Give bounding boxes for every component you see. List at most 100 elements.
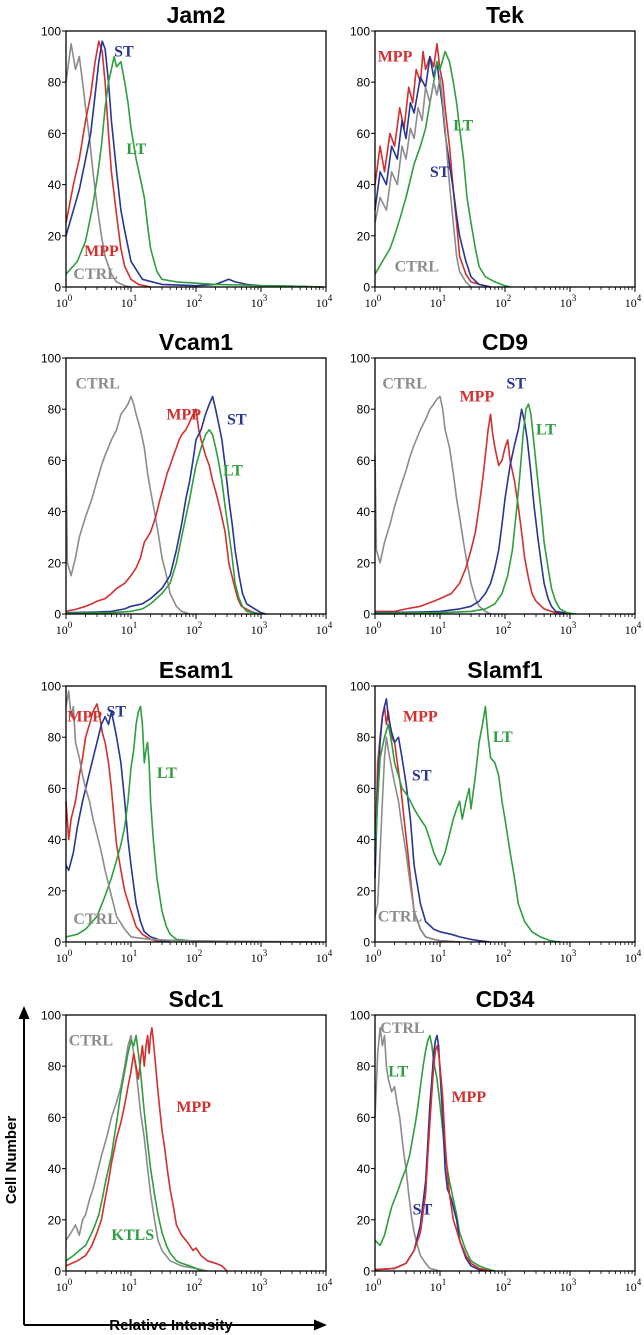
y-tick-label: 100 bbox=[350, 1009, 370, 1023]
y-tick-label: 0 bbox=[363, 281, 370, 295]
series-label-st: ST bbox=[107, 704, 127, 721]
x-tick-exponent: 1 bbox=[442, 620, 447, 630]
x-tick-exponent: 0 bbox=[68, 1277, 73, 1287]
series-line-ctrl bbox=[65, 395, 190, 615]
series-line-lt bbox=[374, 705, 561, 943]
series-line-mpp bbox=[65, 408, 259, 615]
x-tick-exponent: 1 bbox=[133, 620, 138, 630]
series-line-lt bbox=[65, 705, 320, 943]
y-tick-label: 60 bbox=[357, 1111, 371, 1125]
y-tick-label: 80 bbox=[48, 403, 62, 417]
y-tick-label: 100 bbox=[41, 25, 61, 39]
series-label-st: ST bbox=[114, 43, 134, 60]
panel-title: CD9 bbox=[482, 329, 528, 355]
x-tick-label: 101 bbox=[121, 620, 138, 637]
x-tick-exponent: 4 bbox=[637, 948, 642, 958]
x-tick-label: 101 bbox=[430, 1277, 447, 1294]
series-line-ctrl bbox=[374, 736, 460, 943]
series-line-st bbox=[65, 395, 267, 615]
x-tick-label: 104 bbox=[625, 948, 642, 965]
x-tick-label: 104 bbox=[625, 620, 642, 637]
x-tick-label: 100 bbox=[56, 948, 73, 965]
series-label-st: ST bbox=[506, 376, 526, 393]
series-label-lt: LT bbox=[157, 765, 177, 782]
x-tick-label: 103 bbox=[251, 948, 268, 965]
x-tick-exponent: 2 bbox=[198, 948, 203, 958]
panel-title: Esam1 bbox=[159, 657, 233, 683]
x-tick-exponent: 2 bbox=[198, 293, 203, 303]
series-line-mpp bbox=[65, 40, 151, 288]
x-tick-label: 102 bbox=[186, 293, 203, 310]
x-tick-label: 104 bbox=[316, 948, 333, 965]
series-label-mpp: MPP bbox=[378, 49, 413, 66]
y-tick-label: 40 bbox=[357, 833, 371, 847]
y-tick-label: 100 bbox=[350, 352, 370, 366]
series-label-mpp: MPP bbox=[176, 1099, 211, 1116]
x-tick-label: 103 bbox=[560, 620, 577, 637]
series-label-mpp: MPP bbox=[460, 388, 495, 405]
x-tick-label: 100 bbox=[365, 948, 382, 965]
y-tick-label: 100 bbox=[350, 680, 370, 694]
series-label-lt: LT bbox=[223, 463, 243, 480]
series-label-ctrl: CTRL bbox=[75, 376, 119, 393]
y-tick-label: 20 bbox=[357, 884, 371, 898]
y-tick-label: 40 bbox=[48, 833, 62, 847]
x-tick-exponent: 0 bbox=[377, 620, 382, 630]
y-tick-label: 0 bbox=[363, 1265, 370, 1279]
y-tick-label: 60 bbox=[357, 127, 371, 141]
y-tick-label: 20 bbox=[357, 556, 371, 570]
x-tick-exponent: 2 bbox=[507, 1277, 512, 1287]
y-tick-label: 60 bbox=[48, 454, 62, 468]
x-tick-label: 100 bbox=[365, 293, 382, 310]
series-label-mpp: MPP bbox=[451, 1089, 486, 1106]
y-tick-label: 100 bbox=[350, 25, 370, 39]
y-tick-label: 80 bbox=[48, 731, 62, 745]
series-label-mpp: MPP bbox=[166, 406, 201, 423]
x-tick-exponent: 2 bbox=[507, 620, 512, 630]
x-tick-label: 104 bbox=[316, 293, 333, 310]
x-tick-label: 100 bbox=[365, 1277, 382, 1294]
y-tick-label: 20 bbox=[48, 1213, 62, 1227]
x-tick-exponent: 4 bbox=[637, 1277, 642, 1287]
x-tick-label: 104 bbox=[316, 620, 333, 637]
x-tick-label: 101 bbox=[121, 293, 138, 310]
series-label-lt: LT bbox=[388, 1063, 408, 1080]
panel-title: Slamf1 bbox=[467, 657, 543, 683]
x-tick-exponent: 3 bbox=[572, 948, 577, 958]
x-tick-label: 101 bbox=[430, 620, 447, 637]
series-line-lt bbox=[374, 50, 511, 288]
series-line-st bbox=[374, 408, 571, 615]
x-tick-label: 102 bbox=[495, 1277, 512, 1294]
x-tick-exponent: 0 bbox=[377, 293, 382, 303]
plot-frame bbox=[65, 685, 327, 943]
x-tick-exponent: 2 bbox=[507, 948, 512, 958]
x-tick-label: 102 bbox=[495, 293, 512, 310]
panel-title: Vcam1 bbox=[159, 329, 233, 355]
x-tick-label: 102 bbox=[186, 1277, 203, 1294]
x-tick-label: 101 bbox=[121, 1277, 138, 1294]
x-tick-exponent: 4 bbox=[328, 1277, 333, 1287]
series-line-mpp bbox=[374, 1044, 491, 1272]
x-tick-label: 100 bbox=[56, 293, 73, 310]
x-tick-exponent: 1 bbox=[442, 1277, 447, 1287]
series-line-st bbox=[374, 55, 491, 288]
x-tick-exponent: 4 bbox=[637, 293, 642, 303]
series-label-mpp: MPP bbox=[67, 709, 102, 726]
series-line-lt bbox=[374, 403, 576, 615]
x-tick-exponent: 3 bbox=[572, 620, 577, 630]
series-label-mpp: MPP bbox=[84, 243, 119, 260]
series-line-lt bbox=[65, 428, 262, 615]
x-tick-label: 103 bbox=[251, 1277, 268, 1294]
series-line-lt bbox=[374, 1034, 496, 1272]
x-tick-label: 101 bbox=[430, 293, 447, 310]
y-tick-label: 40 bbox=[48, 505, 62, 519]
series-line-st bbox=[65, 40, 324, 288]
y-tick-label: 0 bbox=[54, 608, 61, 622]
plot-frame bbox=[65, 357, 327, 615]
series-line-ctrl bbox=[374, 76, 472, 288]
